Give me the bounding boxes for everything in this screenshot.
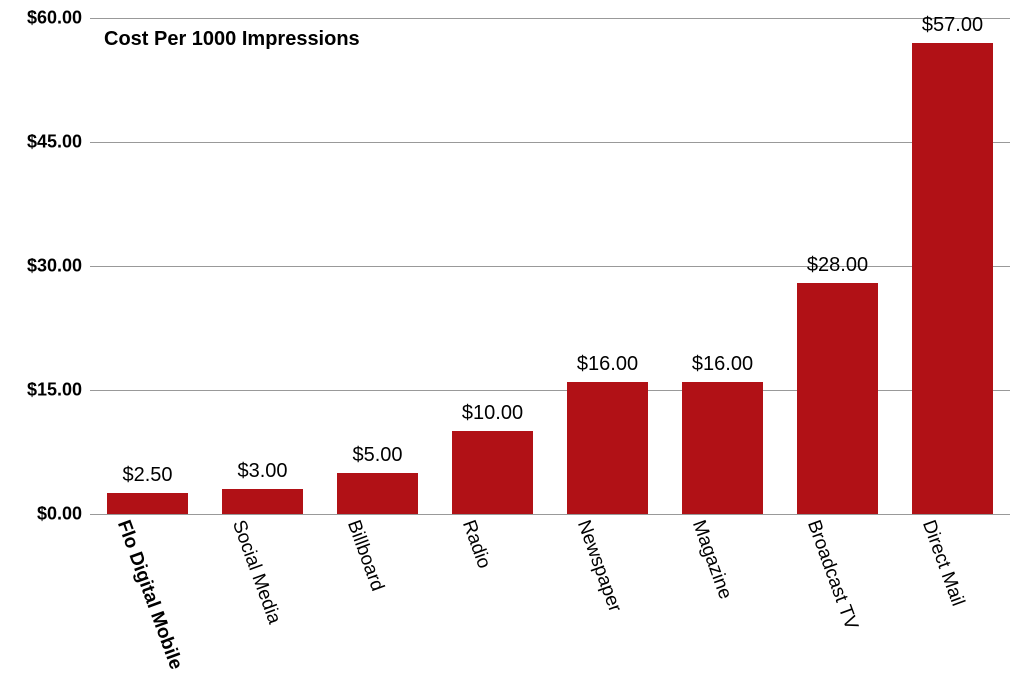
bar: $2.50 [107, 493, 188, 514]
x-category-label: Magazine [686, 514, 744, 602]
bar-value-label: $5.00 [352, 444, 402, 473]
bar: $16.00 [682, 382, 763, 514]
bar-value-label: $3.00 [237, 460, 287, 489]
x-category-label: Billboard [341, 514, 396, 594]
bar: $28.00 [797, 283, 878, 514]
x-category-label: Newspaper [571, 514, 634, 615]
bar-value-label: $16.00 [577, 353, 638, 382]
grid-line [90, 266, 1010, 267]
cpm-bar-chart: $0.00$15.00$30.00$45.00$60.00$2.50Flo Di… [0, 0, 1024, 637]
x-category-label: Social Media [226, 514, 293, 627]
x-category-label: Direct Mail [916, 514, 977, 609]
x-category-label: Broadcast TV [801, 514, 870, 633]
bar-value-label: $10.00 [462, 402, 523, 431]
grid-line [90, 142, 1010, 143]
grid-line [90, 514, 1010, 515]
bar-value-label: $57.00 [922, 14, 983, 43]
x-category-label: Radio [456, 514, 503, 572]
y-tick-label: $30.00 [27, 256, 90, 277]
y-tick-label: $0.00 [37, 504, 90, 525]
y-tick-label: $45.00 [27, 132, 90, 153]
bar: $5.00 [337, 473, 418, 514]
y-tick-label: $15.00 [27, 380, 90, 401]
bar-value-label: $2.50 [122, 464, 172, 493]
bar: $57.00 [912, 43, 993, 514]
bar-value-label: $16.00 [692, 353, 753, 382]
bar: $3.00 [222, 489, 303, 514]
grid-line [90, 18, 1010, 19]
plot-area: $0.00$15.00$30.00$45.00$60.00$2.50Flo Di… [90, 18, 1010, 514]
chart-title: Cost Per 1000 Impressions [104, 28, 360, 51]
x-category-label: Flo Digital Mobile [111, 514, 195, 673]
bar: $10.00 [452, 431, 533, 514]
bar: $16.00 [567, 382, 648, 514]
bar-value-label: $28.00 [807, 254, 868, 283]
y-tick-label: $60.00 [27, 8, 90, 29]
